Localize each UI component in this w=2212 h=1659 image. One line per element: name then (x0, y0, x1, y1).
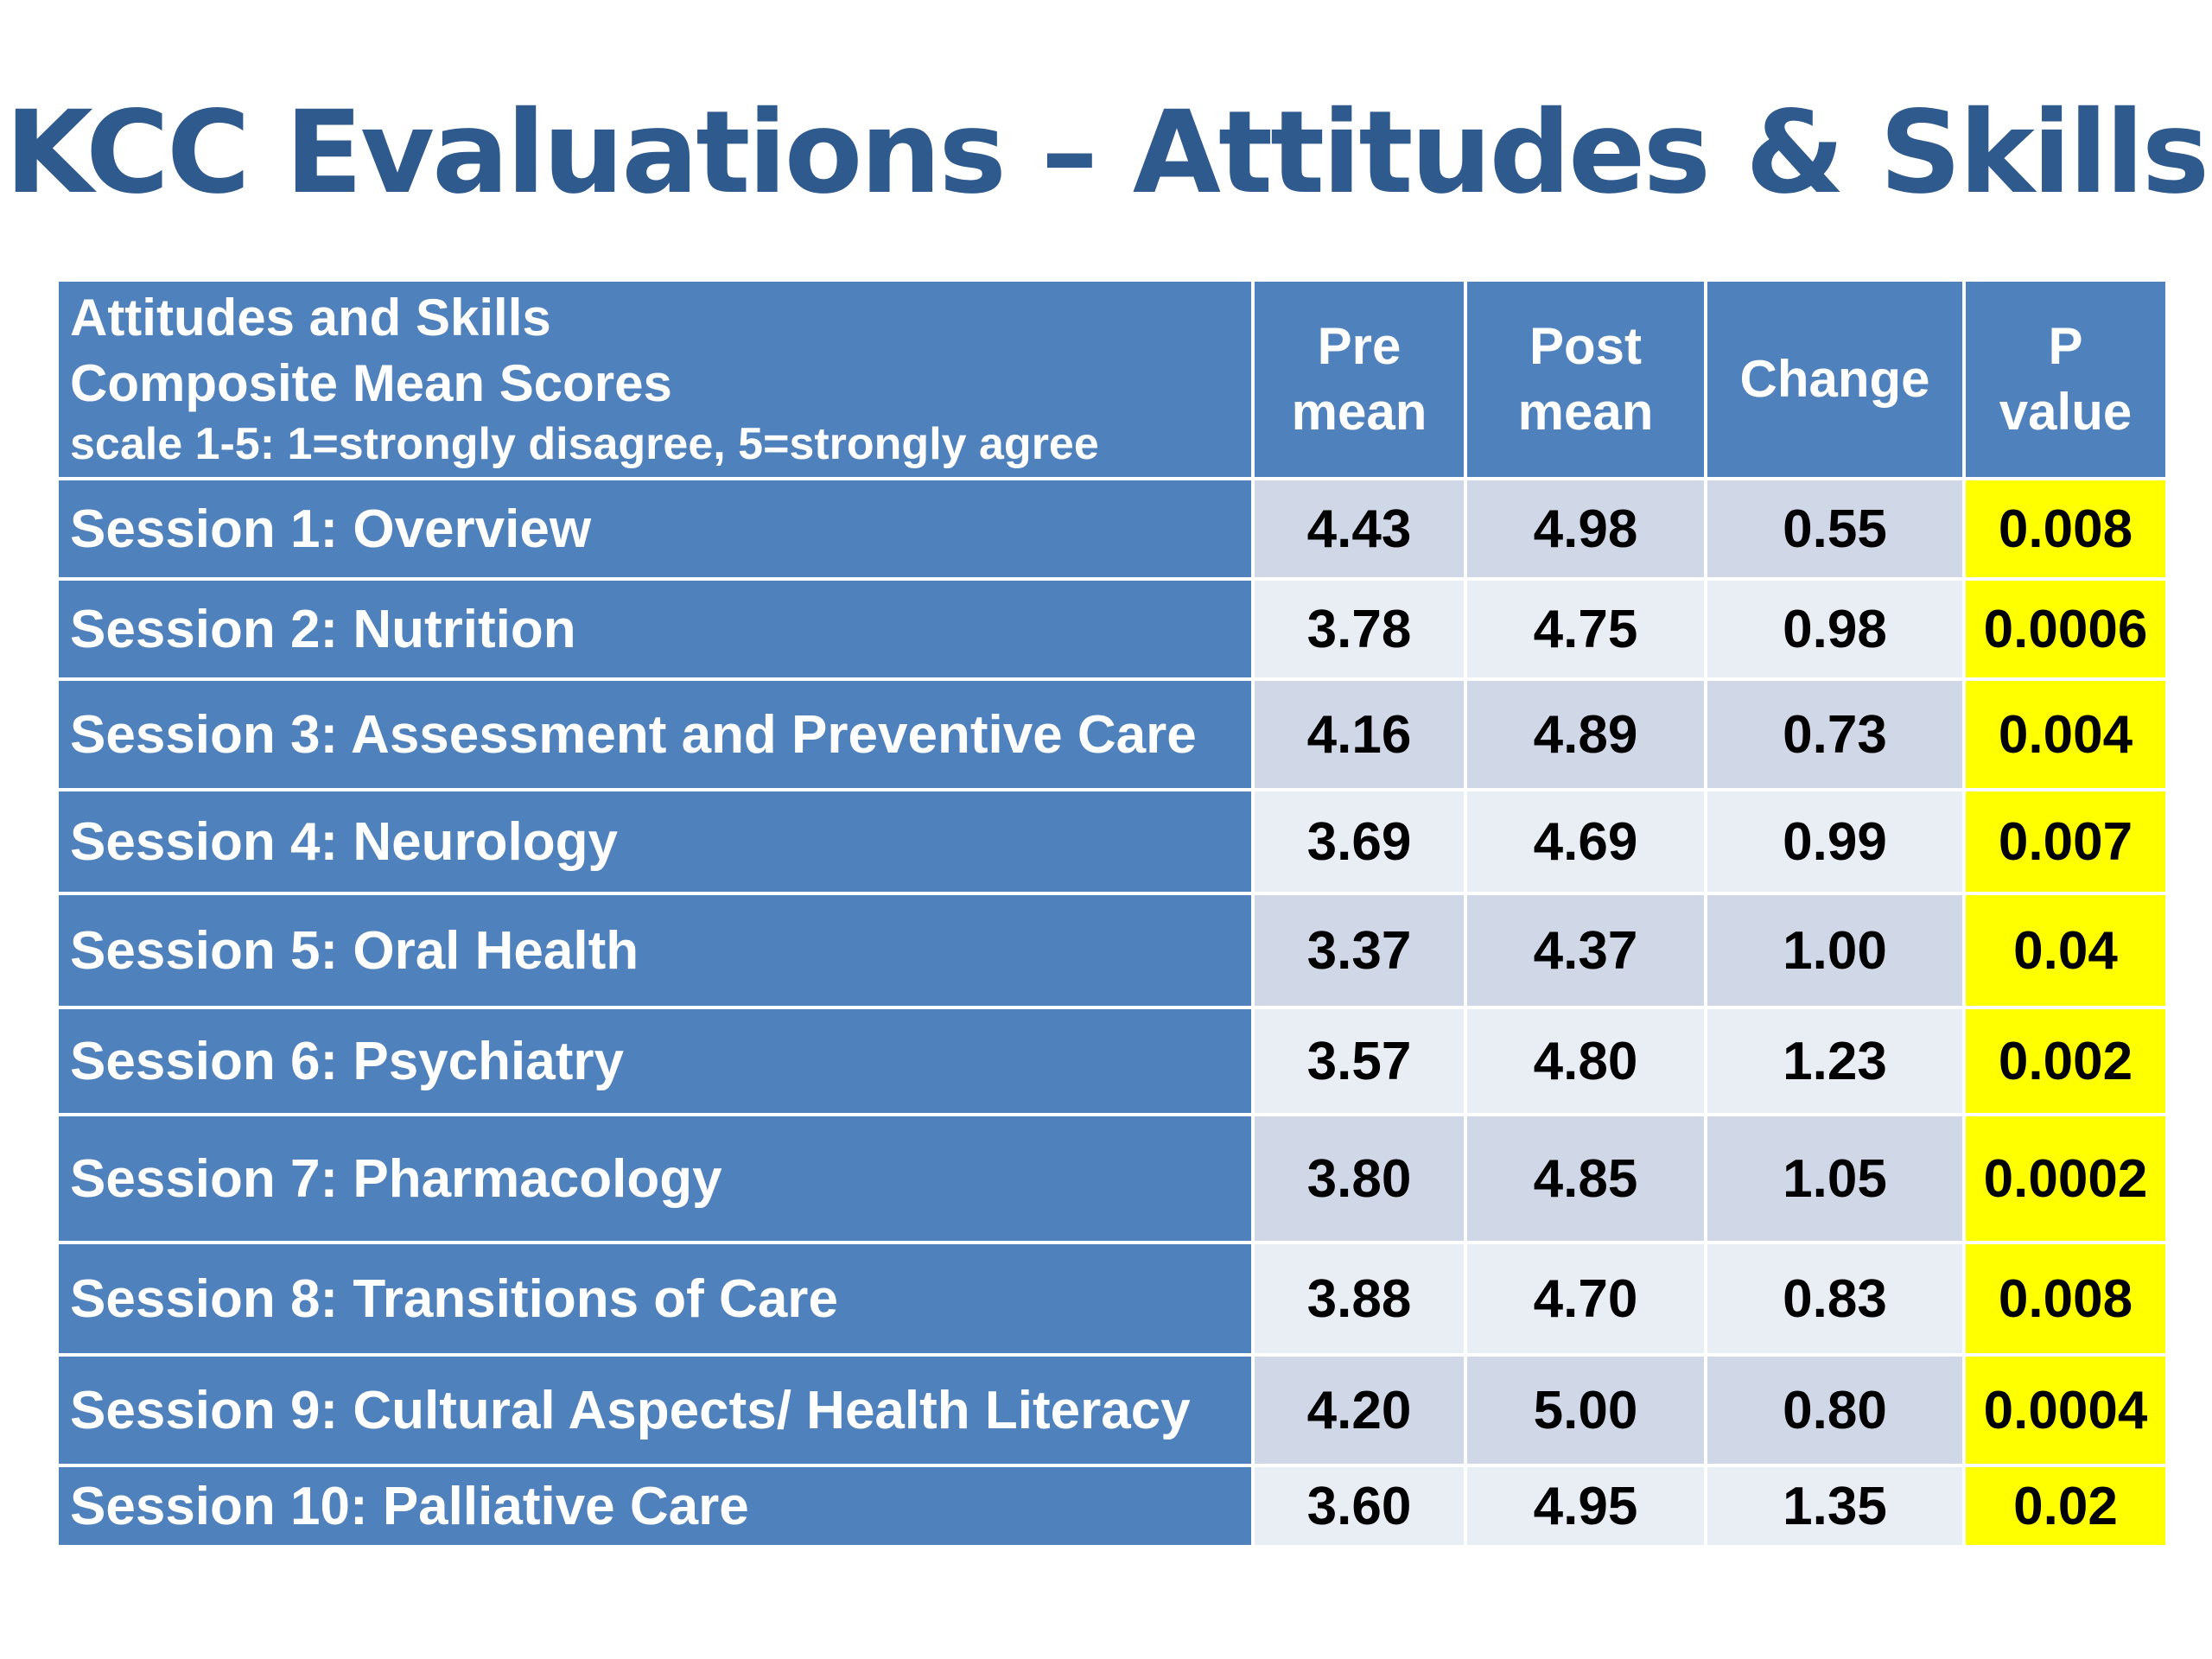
pre-mean-cell: 4.20 (1251, 1353, 1467, 1467)
header-p-line1: P (2048, 317, 2083, 375)
session-label: Session 6: Psychiatry (55, 1006, 1255, 1116)
session-label: Session 2: Nutrition (55, 577, 1255, 681)
results-table: Attitudes and Skills Composite Mean Scor… (55, 278, 2169, 1548)
header-label-line2: Composite Mean Scores (70, 354, 672, 412)
header-post-mean: Post mean (1464, 278, 1707, 480)
session-label: Session 9: Cultural Aspects/ Health Lite… (55, 1353, 1255, 1467)
pre-mean-cell: 3.57 (1251, 1006, 1467, 1116)
change-cell: 0.80 (1704, 1353, 1966, 1467)
table-row: Session 6: Psychiatry 3.57 4.80 1.23 0.0… (55, 1006, 2169, 1116)
header-pre-line2: mean (1291, 383, 1427, 441)
p-value-cell: 0.02 (1962, 1464, 2169, 1548)
change-cell: 0.98 (1704, 577, 1966, 681)
session-label: Session 3: Assessment and Preventive Car… (55, 677, 1255, 791)
change-cell: 1.05 (1704, 1113, 1966, 1244)
change-cell: 0.83 (1704, 1241, 1966, 1357)
table-row: Session 3: Assessment and Preventive Car… (55, 677, 2169, 791)
header-p-line2: value (1999, 383, 2133, 441)
post-mean-cell: 4.85 (1464, 1113, 1707, 1244)
table-row: Session 2: Nutrition 3.78 4.75 0.98 0.00… (55, 577, 2169, 681)
session-label: Session 7: Pharmacology (55, 1113, 1255, 1244)
p-value-cell: 0.04 (1962, 892, 2169, 1009)
post-mean-cell: 4.70 (1464, 1241, 1707, 1357)
change-cell: 0.55 (1704, 477, 1966, 581)
change-cell: 1.00 (1704, 892, 1966, 1009)
header-change: Change (1704, 278, 1966, 480)
p-value-cell: 0.0004 (1962, 1353, 2169, 1467)
post-mean-cell: 4.69 (1464, 788, 1707, 895)
header-post-line1: Post (1529, 317, 1643, 375)
table-row: Session 4: Neurology 3.69 4.69 0.99 0.00… (55, 788, 2169, 895)
change-cell: 0.99 (1704, 788, 1966, 895)
pre-mean-cell: 3.60 (1251, 1464, 1467, 1548)
pre-mean-cell: 4.16 (1251, 677, 1467, 791)
table-row: Session 8: Transitions of Care 3.88 4.70… (55, 1241, 2169, 1357)
session-label: Session 10: Palliative Care (55, 1464, 1255, 1548)
post-mean-cell: 4.98 (1464, 477, 1707, 581)
p-value-cell: 0.008 (1962, 477, 2169, 581)
post-mean-cell: 4.89 (1464, 677, 1707, 791)
p-value-cell: 0.008 (1962, 1241, 2169, 1357)
table-row: Session 9: Cultural Aspects/ Health Lite… (55, 1353, 2169, 1467)
header-label-line1: Attitudes and Skills (70, 289, 551, 346)
post-mean-cell: 4.75 (1464, 577, 1707, 681)
pre-mean-cell: 4.43 (1251, 477, 1467, 581)
session-label: Session 5: Oral Health (55, 892, 1255, 1009)
change-cell: 0.73 (1704, 677, 1966, 791)
post-mean-cell: 4.37 (1464, 892, 1707, 1009)
p-value-cell: 0.0006 (1962, 577, 2169, 681)
p-value-cell: 0.007 (1962, 788, 2169, 895)
change-cell: 1.35 (1704, 1464, 1966, 1548)
pre-mean-cell: 3.80 (1251, 1113, 1467, 1244)
pre-mean-cell: 3.78 (1251, 577, 1467, 681)
session-label: Session 4: Neurology (55, 788, 1255, 895)
post-mean-cell: 5.00 (1464, 1353, 1707, 1467)
p-value-cell: 0.004 (1962, 677, 2169, 791)
change-cell: 1.23 (1704, 1006, 1966, 1116)
slide-title: KCC Evaluations – Attitudes & Skills (4, 86, 2210, 219)
pre-mean-cell: 3.37 (1251, 892, 1467, 1009)
header-attitudes-skills: Attitudes and Skills Composite Mean Scor… (55, 278, 1255, 480)
header-pre-mean: Pre mean (1251, 278, 1467, 480)
table-row: Session 5: Oral Health 3.37 4.37 1.00 0.… (55, 892, 2169, 1009)
pre-mean-cell: 3.69 (1251, 788, 1467, 895)
post-mean-cell: 4.95 (1464, 1464, 1707, 1548)
header-scale-note: scale 1-5: 1=strongly disagree, 5=strong… (70, 419, 1099, 469)
header-post-line2: mean (1517, 383, 1654, 441)
p-value-cell: 0.0002 (1962, 1113, 2169, 1244)
header-p-value: P value (1962, 278, 2169, 480)
post-mean-cell: 4.80 (1464, 1006, 1707, 1116)
header-pre-line1: Pre (1317, 317, 1402, 375)
table-header-row: Attitudes and Skills Composite Mean Scor… (55, 278, 2169, 480)
pre-mean-cell: 3.88 (1251, 1241, 1467, 1357)
table-row: Session 7: Pharmacology 3.80 4.85 1.05 0… (55, 1113, 2169, 1244)
session-label: Session 8: Transitions of Care (55, 1241, 1255, 1357)
p-value-cell: 0.002 (1962, 1006, 2169, 1116)
table-row: Session 1: Overview 4.43 4.98 0.55 0.008 (55, 477, 2169, 581)
table-row: Session 10: Palliative Care 3.60 4.95 1.… (55, 1464, 2169, 1548)
session-label: Session 1: Overview (55, 477, 1255, 581)
